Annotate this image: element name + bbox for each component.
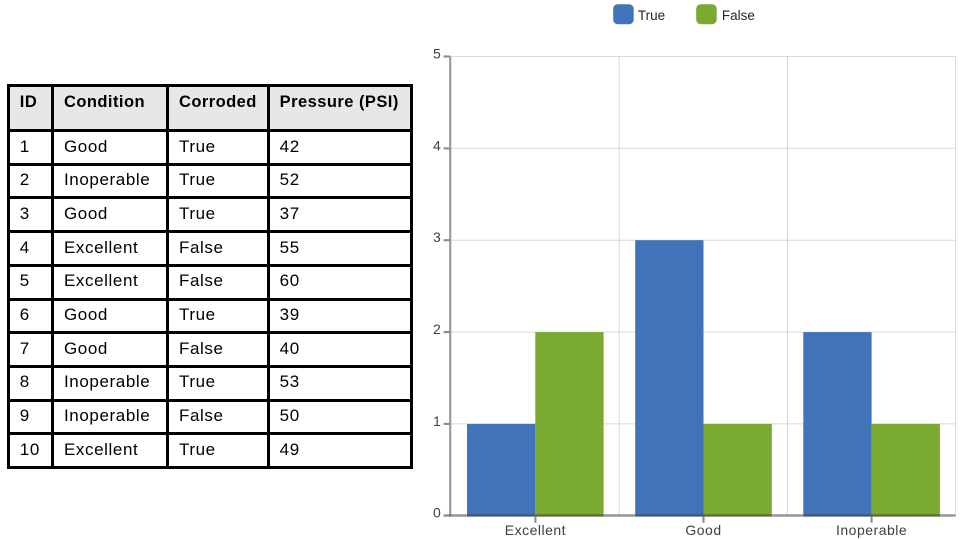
svg-text:Inoperable: Inoperable [836, 522, 907, 538]
svg-text:0: 0 [433, 504, 441, 520]
svg-text:Excellent: Excellent [505, 522, 566, 538]
svg-text:1: 1 [433, 413, 441, 429]
svg-text:False: False [722, 8, 755, 23]
svg-text:Good: Good [685, 522, 721, 538]
svg-text:4: 4 [433, 137, 441, 153]
svg-text:3: 3 [433, 229, 441, 245]
svg-text:5: 5 [433, 46, 441, 62]
svg-text:True: True [638, 8, 665, 23]
svg-text:2: 2 [433, 321, 441, 337]
